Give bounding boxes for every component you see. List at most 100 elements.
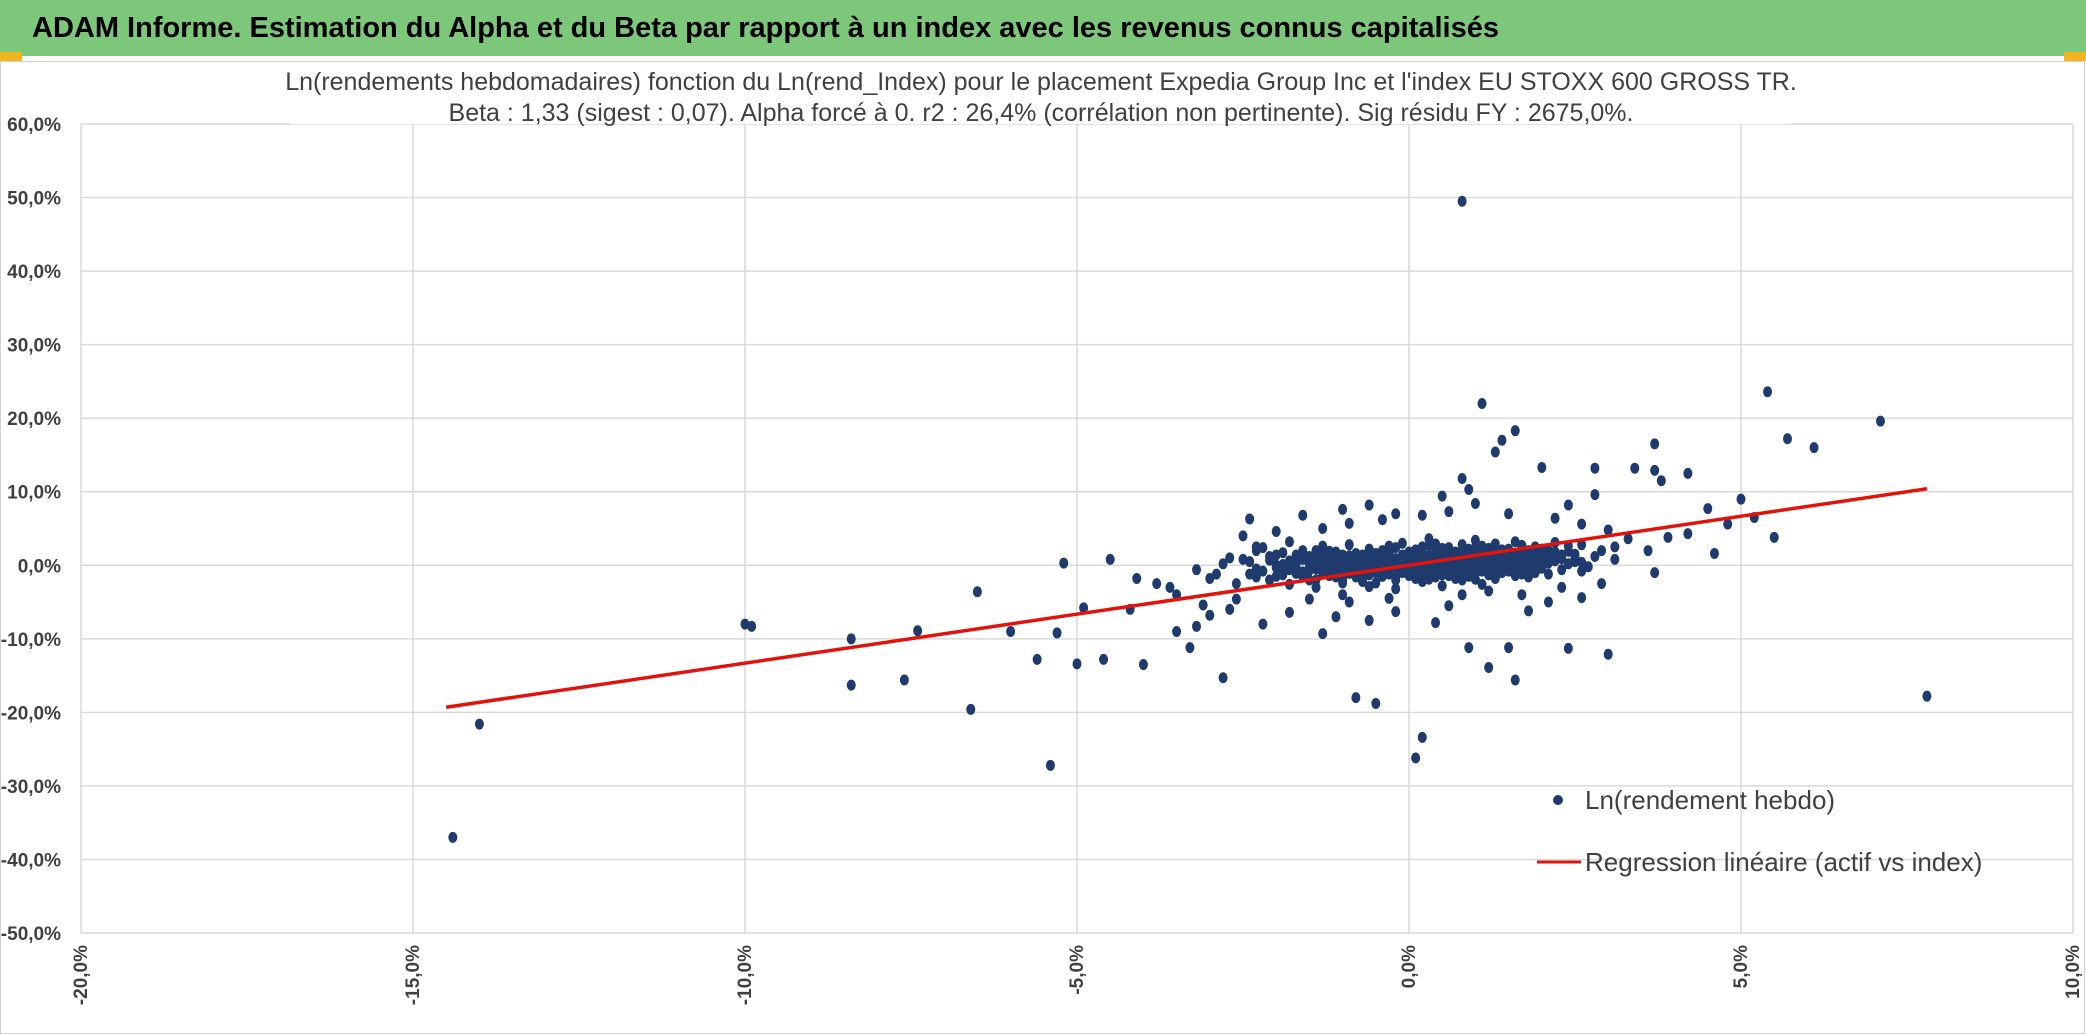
y-tick-label: 50,0%	[7, 189, 61, 210]
scatter-point	[1763, 386, 1773, 398]
scatter-point	[1577, 556, 1587, 568]
scatter-point	[1172, 625, 1182, 637]
scatter-point	[1650, 567, 1660, 579]
y-tick-label: 30,0%	[7, 336, 61, 357]
scatter-point	[1543, 557, 1553, 569]
scatter-point	[1603, 524, 1613, 536]
scatter-point	[1517, 589, 1527, 601]
scatter-point	[1577, 565, 1587, 577]
scatter-point	[1391, 542, 1401, 554]
scatter-chart: 60,0% 50,0% 40,0% 30,0% 20,0% 10,0% 0,0% -10,0%…	[1, 62, 2084, 1005]
scatter-point	[1431, 545, 1441, 557]
scatter-point	[448, 831, 458, 843]
scatter-point	[1238, 530, 1248, 542]
scatter-point	[1324, 545, 1334, 557]
scatter-point	[1105, 553, 1115, 565]
scatter-point	[1504, 554, 1514, 566]
report-banner: ADAM Informe. Estimation du Alpha et du …	[0, 0, 2086, 56]
scatter-point	[1391, 606, 1401, 618]
scatter-point	[1650, 438, 1660, 450]
scatter-point	[972, 586, 982, 598]
legend-marker-points	[1553, 795, 1563, 805]
y-tick-label: 60,0%	[7, 115, 61, 136]
legend-label-regression: Regression linéaire (actif vs index)	[1585, 847, 1982, 877]
regression-layer	[445, 487, 1928, 709]
scatter-point	[1570, 552, 1580, 564]
scatter-point	[1318, 523, 1328, 534]
scatter-point	[1311, 545, 1321, 557]
scatter-point	[1364, 581, 1374, 593]
scatter-point	[1099, 653, 1109, 665]
scatter-point	[1597, 578, 1607, 590]
chart-subtitle: Beta : 1,33 (sigest : 0,07). Alpha forcé…	[449, 99, 1634, 127]
scatter-point	[1278, 569, 1288, 581]
scatter-point	[1231, 578, 1241, 590]
scatter-point	[1364, 614, 1374, 626]
scatter-point	[1464, 642, 1474, 654]
scatter-point	[966, 703, 976, 715]
scatter-point	[846, 679, 856, 691]
scatter-point	[1391, 508, 1401, 520]
scatter-point	[1298, 548, 1308, 560]
scatter-point	[1344, 539, 1354, 551]
x-tick-label: -10,0%	[735, 945, 756, 1005]
scatter-point	[1165, 581, 1175, 593]
scatter-point	[1185, 642, 1195, 654]
scatter-point	[1318, 628, 1328, 640]
scatter-point	[1059, 557, 1069, 569]
scatter-point	[1563, 545, 1573, 557]
scatter-point	[1431, 617, 1441, 629]
scatter-point	[1477, 578, 1487, 590]
scatter-point	[1484, 542, 1494, 554]
x-tick-label: 5,0%	[1731, 945, 1752, 988]
scatter-point	[1351, 692, 1361, 704]
scatter-point	[1683, 467, 1693, 479]
scatter-point	[1464, 484, 1474, 496]
scatter-point	[1583, 561, 1593, 573]
scatter-point	[1809, 442, 1819, 454]
scatter-point	[1590, 550, 1600, 562]
scatter-point	[1344, 596, 1354, 608]
scatter-point	[1258, 618, 1268, 630]
scatter-point	[1225, 552, 1235, 564]
scatter-point	[1205, 573, 1215, 585]
y-tick-label: -20,0%	[1, 703, 61, 724]
scatter-point	[1258, 565, 1268, 577]
scatter-point	[1245, 513, 1255, 525]
scatter-point	[1152, 578, 1162, 590]
scatter-point	[1557, 564, 1567, 576]
y-tick-label: 0,0%	[18, 556, 61, 577]
scatter-point	[1298, 509, 1308, 521]
scatter-point	[1543, 596, 1553, 608]
scatter-point	[1198, 599, 1208, 611]
scatter-point	[1132, 573, 1142, 585]
scatter-point	[1484, 662, 1494, 674]
scatter-point	[1590, 462, 1600, 474]
scatter-point	[1663, 531, 1673, 543]
scatter-point	[1338, 589, 1348, 601]
scatter-point	[1782, 433, 1792, 445]
scatter-point	[1537, 556, 1547, 568]
scatter-point	[1457, 472, 1467, 484]
chart-title: Ln(rendements hebdomadaires) fonction du…	[285, 68, 1797, 96]
scatter-point	[1331, 611, 1341, 623]
scatter-point	[1371, 698, 1381, 710]
scatter-point	[1424, 573, 1434, 585]
scatter-point	[1291, 553, 1301, 565]
scatter-point	[1510, 425, 1520, 437]
scatter-point	[1205, 609, 1215, 621]
scatter-point	[1391, 574, 1401, 586]
scatter-point	[1484, 585, 1494, 597]
scatter-point	[1922, 690, 1932, 702]
scatter-point	[1477, 397, 1487, 409]
y-tick-label: 40,0%	[7, 262, 61, 283]
scatter-point	[1590, 489, 1600, 501]
scatter-point	[1351, 548, 1361, 560]
scatter-points	[448, 195, 1932, 843]
scatter-point	[1338, 503, 1348, 515]
scatter-point	[1424, 539, 1434, 551]
scatter-point	[1563, 642, 1573, 654]
scatter-point	[1358, 549, 1368, 561]
scatter-point	[1650, 464, 1660, 476]
scatter-point	[1032, 653, 1042, 665]
